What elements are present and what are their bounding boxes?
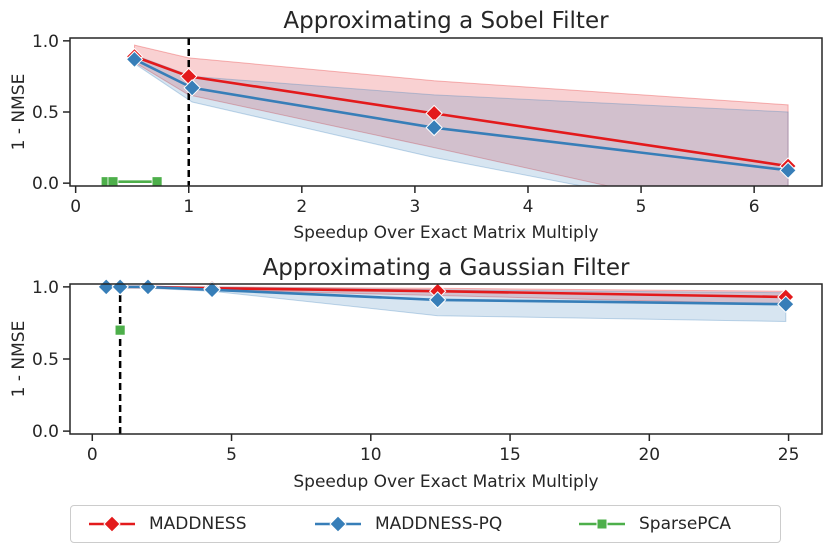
sparsepca-legend-swatch bbox=[579, 518, 625, 530]
gaussian-maddness-pq-point bbox=[777, 295, 795, 313]
sobel-chart-title: Approximating a Sobel Filter bbox=[283, 8, 609, 34]
legend: MADDNESS MADDNESS-PQ SparsePCA bbox=[70, 505, 781, 543]
sobel-y-tick-label: 0.0 bbox=[32, 174, 59, 194]
sobel-y-tick-label: 0.5 bbox=[32, 103, 59, 123]
sobel-x-axis-label: Speedup Over Exact Matrix Multiply bbox=[293, 223, 598, 243]
sobel-maddness-line bbox=[134, 55, 789, 168]
gaussian-x-axis-label: Speedup Over Exact Matrix Multiply bbox=[293, 472, 598, 492]
legend-item-maddness-pq: MADDNESS-PQ bbox=[315, 506, 502, 542]
sobel-x-tick-label: 1 bbox=[183, 197, 194, 217]
legend-item-maddness: MADDNESS bbox=[89, 506, 247, 542]
gaussian-y-tick-label: 0.0 bbox=[32, 422, 59, 442]
gaussian-maddness-pq-point bbox=[203, 281, 221, 299]
sobel-x-tick-label: 4 bbox=[523, 197, 534, 217]
gaussian-plot-area bbox=[106, 284, 787, 434]
gaussian-maddness-pq-point bbox=[428, 291, 447, 309]
gaussian-x-tick-label: 15 bbox=[499, 445, 521, 465]
gaussian-sparsepca-point bbox=[114, 324, 126, 336]
sobel-sparsepca-point bbox=[107, 176, 119, 188]
sobel-x-tick-label: 2 bbox=[296, 197, 307, 217]
legend-item-sparsepca: SparsePCA bbox=[579, 506, 731, 542]
gaussian-x-tick-label: 0 bbox=[87, 445, 98, 465]
sobel-maddness-pq-point bbox=[125, 50, 144, 69]
sobel-y-tick-label: 1.0 bbox=[32, 32, 59, 52]
sobel-plot-area bbox=[106, 38, 789, 186]
gaussian-y-tick-label: 0.5 bbox=[32, 350, 59, 370]
gaussian-y-tick-label: 1.0 bbox=[32, 278, 59, 298]
sobel-maddness-pq-point bbox=[425, 118, 443, 137]
sobel-maddness-pq-band bbox=[134, 54, 789, 186]
sobel-y-axis-label: 1 - NMSE bbox=[9, 74, 29, 151]
legend-label-maddness-pq: MADDNESS-PQ bbox=[375, 514, 503, 534]
sobel-maddness-pq-point bbox=[183, 79, 201, 97]
gaussian-x-tick-label: 20 bbox=[638, 445, 660, 465]
sobel-maddness-pq-line bbox=[133, 58, 789, 172]
sobel-x-tick-label: 6 bbox=[749, 197, 760, 217]
legend-label-maddness: MADDNESS bbox=[149, 514, 247, 534]
sobel-filter-panel: Approximating a Sobel Filter 0 1 2 3 4 5 6 0.0 0.… bbox=[9, 8, 823, 243]
sobel-x-tick-label: 0 bbox=[70, 197, 81, 217]
gaussian-x-tick-label: 5 bbox=[226, 445, 237, 465]
maddness-legend-swatch bbox=[89, 515, 135, 533]
gaussian-chart-title: Approximating a Gaussian Filter bbox=[263, 255, 630, 281]
gaussian-x-tick-label: 10 bbox=[360, 445, 382, 465]
sobel-sparsepca-point bbox=[151, 176, 163, 188]
gaussian-filter-panel: Approximating a Gaussian Filter 0 5 10 15 20 2… bbox=[9, 255, 823, 492]
gaussian-maddness-pq-point bbox=[139, 278, 157, 296]
sobel-maddness-pq-point bbox=[779, 161, 797, 180]
sobel-x-tick-label: 5 bbox=[636, 197, 647, 217]
gaussian-y-axis-label: 1 - NMSE bbox=[9, 321, 29, 398]
maddness-pq-legend-swatch bbox=[315, 515, 361, 533]
legend-label-sparsepca: SparsePCA bbox=[639, 514, 732, 534]
gaussian-maddness-pq-point bbox=[111, 278, 129, 296]
sobel-x-tick-label: 3 bbox=[409, 197, 420, 217]
gaussian-x-tick-label: 25 bbox=[778, 445, 800, 465]
